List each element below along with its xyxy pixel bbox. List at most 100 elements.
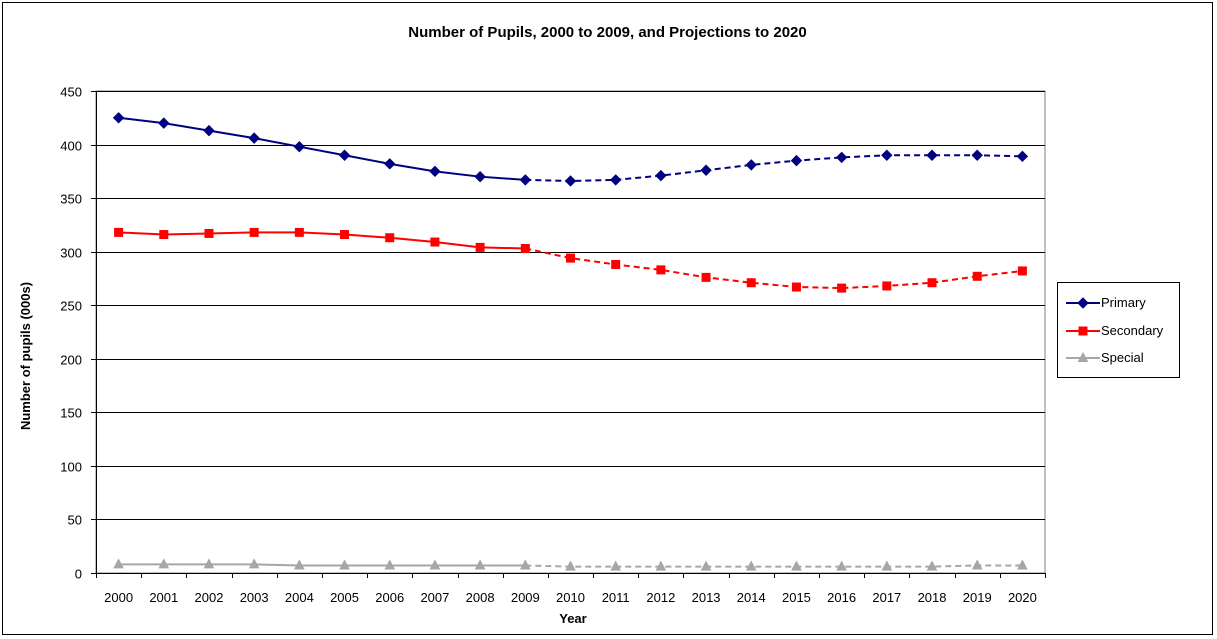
legend-item-primary: Primary	[1058, 293, 1179, 313]
data-point-secondary	[430, 237, 440, 247]
data-point-secondary	[882, 281, 892, 291]
x-tick-label: 2007	[420, 590, 449, 605]
x-tick-label: 2012	[646, 590, 675, 605]
data-point-secondary	[249, 227, 259, 237]
legend-swatch-secondary	[1066, 326, 1100, 336]
data-point-special	[339, 559, 350, 570]
data-point-primary	[655, 169, 667, 182]
x-axis-title: Year	[559, 611, 586, 626]
data-point-special	[745, 560, 757, 571]
y-tick-label: 0	[75, 567, 82, 582]
y-tick-label: 50	[68, 513, 82, 528]
data-point-special	[113, 558, 124, 569]
data-point-primary	[609, 174, 622, 186]
series-line-projection-secondary	[525, 247, 1023, 290]
data-point-primary	[926, 149, 938, 161]
y-tick-label: 150	[60, 406, 82, 421]
data-point-secondary	[746, 278, 756, 288]
data-point-secondary	[791, 282, 801, 292]
y-axis-title: Number of pupils (000s)	[18, 282, 33, 430]
series-line-projection-special	[525, 564, 1023, 568]
x-tick-label: 2009	[511, 590, 540, 605]
x-tick-label: 2008	[466, 590, 495, 605]
data-point-primary	[203, 124, 215, 137]
data-point-secondary	[656, 265, 666, 275]
data-point-primary	[474, 170, 486, 183]
data-point-secondary	[1017, 266, 1027, 276]
series-line-secondary	[118, 231, 526, 250]
data-point-special	[791, 560, 802, 571]
data-point-secondary	[204, 228, 214, 238]
x-tick-label: 2005	[330, 590, 359, 605]
x-tick-label: 2019	[963, 590, 992, 605]
data-point-special	[248, 558, 260, 569]
data-point-special	[519, 559, 531, 570]
data-point-secondary	[340, 230, 350, 240]
y-tick-label: 350	[60, 192, 82, 207]
data-point-special	[881, 560, 893, 571]
legend-swatch-primary	[1066, 297, 1100, 309]
data-point-secondary	[611, 260, 621, 270]
x-tick-label: 2016	[827, 590, 856, 605]
data-point-special	[926, 560, 938, 571]
x-tick-label: 2017	[872, 590, 901, 605]
data-point-special	[203, 558, 215, 569]
data-point-special	[836, 560, 847, 571]
x-tick-label: 2001	[149, 590, 178, 605]
x-tick-label: 2020	[1008, 590, 1037, 605]
data-point-special	[700, 560, 712, 571]
legend-label-secondary: Secondary	[1101, 323, 1164, 338]
legend-marker-primary	[1077, 297, 1089, 309]
x-tick-label: 2000	[104, 590, 133, 605]
data-point-secondary	[475, 242, 485, 252]
x-tick-label: 2018	[918, 590, 947, 605]
data-point-secondary	[294, 227, 304, 237]
x-tick-label: 2004	[285, 590, 314, 605]
data-point-secondary	[159, 230, 169, 240]
data-point-primary	[1016, 150, 1029, 163]
data-point-special	[474, 559, 486, 570]
data-point-special	[971, 559, 983, 570]
legend-item-special: Special	[1058, 348, 1179, 368]
x-tick-label: 2010	[556, 590, 585, 605]
y-tick-label: 200	[60, 353, 82, 368]
series-line-projection-primary	[525, 154, 1023, 182]
data-point-special	[655, 560, 667, 571]
x-tick-label: 2014	[737, 590, 766, 605]
y-tick-label: 250	[60, 299, 82, 314]
data-point-primary	[112, 112, 125, 124]
data-point-primary	[745, 159, 757, 171]
x-tick-label: 2011	[602, 590, 630, 605]
x-tick-label: 2013	[692, 590, 721, 605]
data-point-special	[429, 559, 441, 570]
data-point-special	[1017, 559, 1028, 570]
legend-marker-special	[1077, 351, 1089, 362]
x-tick-label: 2002	[195, 590, 224, 605]
data-point-secondary	[520, 243, 530, 253]
data-point-primary	[338, 149, 351, 161]
legend-label-primary: Primary	[1101, 295, 1146, 310]
x-tick-label: 2006	[375, 590, 404, 605]
legend-item-secondary: Secondary	[1058, 321, 1179, 341]
data-point-primary	[293, 140, 306, 153]
data-point-special	[384, 559, 396, 570]
y-tick-label: 450	[60, 85, 82, 100]
data-point-special	[294, 559, 305, 570]
data-point-primary	[700, 164, 712, 176]
data-point-secondary	[927, 278, 937, 288]
data-point-secondary	[566, 253, 575, 263]
series-line-primary	[118, 116, 526, 181]
data-point-primary	[519, 174, 532, 186]
data-point-primary	[881, 149, 893, 161]
data-point-special	[158, 558, 170, 569]
data-point-primary	[835, 151, 848, 164]
data-point-primary	[429, 165, 441, 178]
data-point-primary	[384, 158, 396, 170]
legend-label-special: Special	[1101, 350, 1144, 365]
series-line-special	[118, 563, 526, 567]
chart-legend: Primary Secondary Special	[1057, 282, 1180, 378]
x-tick-label: 2003	[240, 590, 269, 605]
data-point-primary	[158, 117, 170, 129]
legend-marker-secondary	[1078, 326, 1088, 336]
